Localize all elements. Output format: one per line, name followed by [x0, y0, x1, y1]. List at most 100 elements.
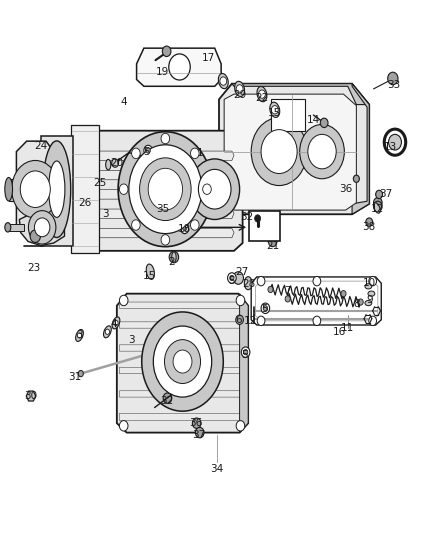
Circle shape	[28, 211, 56, 244]
Circle shape	[313, 277, 321, 286]
Text: 31: 31	[69, 372, 82, 382]
Circle shape	[241, 347, 250, 358]
Circle shape	[129, 145, 202, 233]
Text: 24: 24	[34, 141, 47, 151]
Circle shape	[353, 175, 359, 182]
Circle shape	[254, 215, 261, 222]
Circle shape	[20, 171, 50, 207]
Text: 27: 27	[235, 266, 248, 277]
Text: 5: 5	[241, 350, 248, 360]
Polygon shape	[99, 151, 234, 160]
Circle shape	[341, 290, 346, 297]
Ellipse shape	[43, 141, 71, 238]
Ellipse shape	[374, 203, 380, 213]
Circle shape	[163, 393, 172, 403]
Circle shape	[236, 421, 245, 431]
Circle shape	[35, 218, 50, 237]
Circle shape	[120, 184, 128, 195]
Text: 5: 5	[229, 276, 235, 286]
Ellipse shape	[5, 177, 13, 201]
Polygon shape	[224, 94, 357, 210]
Ellipse shape	[76, 329, 83, 342]
Circle shape	[131, 148, 140, 159]
Polygon shape	[219, 84, 369, 214]
Text: 13: 13	[384, 142, 397, 152]
Circle shape	[112, 159, 119, 167]
Polygon shape	[120, 345, 246, 351]
Polygon shape	[117, 294, 248, 433]
Text: 32: 32	[240, 212, 254, 222]
Circle shape	[114, 320, 118, 326]
Text: 8: 8	[353, 299, 360, 309]
Text: 36: 36	[339, 184, 352, 194]
Circle shape	[244, 350, 248, 355]
Circle shape	[308, 134, 336, 169]
Circle shape	[142, 312, 223, 411]
Ellipse shape	[257, 86, 267, 102]
Text: 21: 21	[266, 240, 279, 251]
Ellipse shape	[365, 284, 372, 289]
Circle shape	[374, 201, 382, 212]
Polygon shape	[9, 179, 44, 201]
Text: 19: 19	[156, 67, 169, 77]
Polygon shape	[352, 84, 369, 214]
Circle shape	[192, 418, 201, 429]
Bar	[249, 211, 280, 241]
Polygon shape	[120, 413, 246, 421]
Polygon shape	[271, 99, 305, 131]
Polygon shape	[120, 367, 246, 374]
Circle shape	[181, 224, 188, 233]
Circle shape	[220, 77, 227, 85]
Circle shape	[161, 133, 170, 144]
Circle shape	[261, 130, 297, 174]
Text: 37: 37	[192, 430, 205, 440]
Circle shape	[131, 220, 140, 230]
Polygon shape	[232, 84, 369, 104]
Circle shape	[320, 118, 328, 127]
Circle shape	[389, 134, 401, 150]
Text: 29: 29	[233, 90, 246, 100]
Circle shape	[78, 370, 83, 377]
Text: 3: 3	[102, 209, 109, 219]
Text: 22: 22	[255, 93, 268, 103]
Text: 15: 15	[268, 108, 282, 118]
Text: 14: 14	[307, 115, 320, 125]
Text: 10: 10	[363, 278, 376, 288]
Polygon shape	[99, 209, 234, 219]
Text: 26: 26	[78, 198, 92, 208]
Text: 12: 12	[371, 204, 385, 214]
Ellipse shape	[368, 291, 375, 296]
Circle shape	[165, 340, 201, 384]
Circle shape	[173, 350, 192, 373]
Text: 36: 36	[189, 418, 202, 428]
Polygon shape	[137, 48, 221, 86]
Ellipse shape	[106, 159, 111, 170]
Text: 17: 17	[201, 53, 215, 62]
Polygon shape	[41, 136, 73, 246]
Ellipse shape	[270, 102, 280, 117]
Text: 38: 38	[362, 222, 375, 232]
Circle shape	[258, 90, 265, 98]
Text: 4: 4	[110, 319, 117, 329]
Polygon shape	[19, 209, 64, 246]
Text: 3: 3	[76, 330, 83, 341]
Circle shape	[198, 169, 231, 209]
Circle shape	[30, 230, 40, 243]
Circle shape	[144, 146, 152, 156]
Ellipse shape	[235, 82, 244, 96]
Circle shape	[369, 316, 377, 326]
Circle shape	[146, 148, 150, 153]
Ellipse shape	[365, 301, 372, 306]
Circle shape	[169, 252, 179, 263]
Polygon shape	[99, 190, 234, 199]
Text: 18: 18	[178, 224, 191, 234]
Circle shape	[140, 158, 191, 221]
Polygon shape	[120, 322, 246, 328]
Circle shape	[183, 227, 187, 231]
Text: 7: 7	[284, 286, 291, 296]
Text: 33: 33	[388, 80, 401, 90]
Ellipse shape	[5, 223, 11, 232]
Circle shape	[313, 316, 321, 326]
Text: 6: 6	[235, 315, 242, 325]
Text: 23: 23	[27, 263, 40, 272]
